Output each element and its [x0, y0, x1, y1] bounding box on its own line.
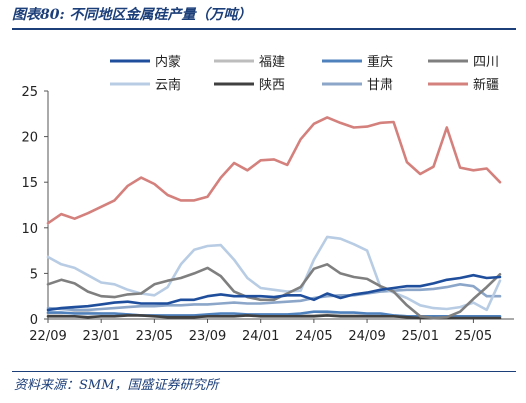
legend-label-6: 甘肃 [367, 78, 393, 93]
series-line-3 [46, 262, 502, 320]
legend-label-2: 重庆 [367, 54, 393, 70]
x-tick-label-24-01: 24/01 [242, 329, 279, 344]
y-tick-label: 15 [21, 176, 38, 191]
x-tick-label-25-01: 25/01 [402, 329, 439, 344]
y-tick-label: 5 [30, 267, 38, 282]
x-tick-label-24-05: 24/05 [295, 329, 332, 344]
axis-layer: 0 5 10 15 20 25 22/09 23/01 23/05 23/09 24/01 24/05… [21, 85, 514, 344]
title-rule [12, 28, 516, 30]
series-layer [46, 116, 502, 320]
y-tick-label: 25 [21, 85, 38, 100]
y-tick-label: 10 [21, 222, 38, 237]
series-line-4 [46, 235, 502, 312]
y-tick-label: 20 [21, 131, 38, 146]
legend-label-7: 新疆 [473, 77, 499, 93]
legend-label-4: 云南 [155, 77, 181, 93]
legend-label-5: 陕西 [259, 78, 285, 93]
x-tick-label-23-01: 23/01 [82, 329, 119, 344]
series-line-7 [46, 116, 502, 225]
series-line-0 [46, 273, 502, 312]
source-note: 资料来源：SMM，国盛证券研究所 [14, 378, 219, 393]
legend-label-0: 内蒙 [155, 54, 181, 70]
series-line-6 [46, 282, 502, 312]
x-tick-label-23-05: 23/05 [136, 329, 173, 344]
chart-title: 图表80: 不同地区金属硅产量（万吨） [12, 7, 252, 23]
legend-label-3: 四川 [473, 55, 499, 70]
x-tick-label-23-09: 23/09 [189, 329, 226, 344]
legend-label-1: 福建 [259, 55, 285, 70]
x-tick-label-24-09: 24/09 [348, 329, 385, 344]
x-tick-label-22-09: 22/09 [29, 329, 66, 344]
x-tick-label-25-05: 25/05 [455, 329, 492, 344]
source-rule [12, 371, 516, 372]
y-tick-label: 0 [30, 313, 38, 328]
